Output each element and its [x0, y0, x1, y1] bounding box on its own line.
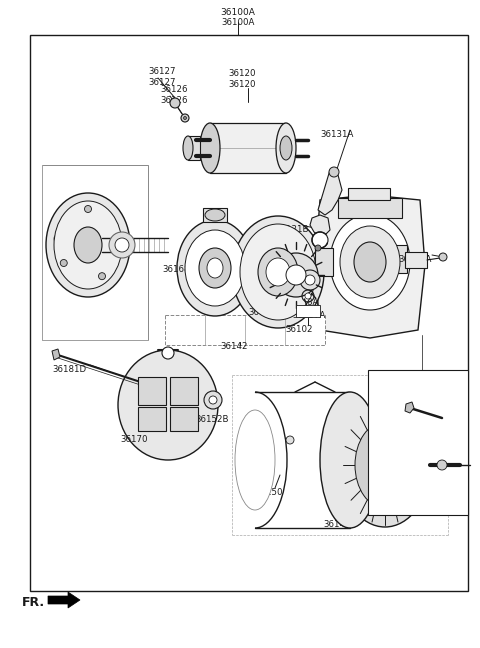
Text: 36145: 36145 — [248, 308, 276, 317]
Bar — [296, 305, 320, 317]
Text: 36117A: 36117A — [398, 255, 432, 264]
Text: 36181D: 36181D — [52, 365, 86, 374]
Ellipse shape — [330, 214, 410, 310]
Ellipse shape — [232, 216, 324, 328]
Circle shape — [209, 396, 217, 404]
Ellipse shape — [340, 226, 400, 298]
Ellipse shape — [258, 248, 298, 296]
Text: 36126: 36126 — [160, 85, 188, 94]
Circle shape — [437, 460, 447, 470]
Circle shape — [274, 253, 318, 297]
Ellipse shape — [340, 403, 430, 527]
Ellipse shape — [185, 230, 245, 306]
Text: FR.: FR. — [22, 597, 45, 610]
Text: 36120: 36120 — [228, 69, 255, 78]
Text: 36150: 36150 — [255, 488, 283, 497]
Ellipse shape — [74, 227, 102, 263]
Circle shape — [286, 436, 294, 444]
Text: 36152B: 36152B — [195, 415, 228, 424]
Circle shape — [84, 205, 92, 213]
Circle shape — [300, 270, 320, 290]
Circle shape — [98, 273, 106, 280]
Ellipse shape — [320, 392, 380, 528]
Text: 36131A: 36131A — [320, 130, 353, 139]
Polygon shape — [210, 123, 286, 173]
Text: 36126: 36126 — [160, 96, 188, 105]
Ellipse shape — [54, 201, 122, 289]
Bar — [170, 407, 198, 431]
Circle shape — [315, 245, 321, 251]
Ellipse shape — [205, 209, 225, 221]
Text: 68910B: 68910B — [52, 235, 85, 244]
Circle shape — [312, 232, 328, 248]
Circle shape — [329, 167, 339, 177]
Ellipse shape — [200, 123, 220, 173]
Ellipse shape — [240, 224, 316, 320]
Bar — [405, 252, 427, 268]
Bar — [165, 315, 325, 345]
Circle shape — [183, 117, 187, 119]
Bar — [203, 208, 227, 222]
Text: 36580: 36580 — [196, 290, 224, 299]
Circle shape — [60, 259, 67, 266]
Text: 36142: 36142 — [220, 342, 248, 351]
Ellipse shape — [235, 410, 275, 510]
Ellipse shape — [207, 258, 223, 278]
Ellipse shape — [183, 136, 193, 160]
Ellipse shape — [276, 123, 296, 173]
Bar — [368, 370, 468, 515]
Polygon shape — [42, 165, 148, 340]
Text: 36100A: 36100A — [221, 8, 255, 17]
Bar — [338, 198, 402, 218]
Text: 36168B: 36168B — [162, 265, 195, 274]
Text: 36131B: 36131B — [275, 225, 309, 234]
Polygon shape — [315, 195, 425, 338]
Circle shape — [109, 232, 135, 258]
Bar — [138, 377, 166, 405]
Polygon shape — [318, 170, 342, 215]
Text: 36127: 36127 — [148, 78, 176, 87]
Circle shape — [115, 238, 129, 252]
Bar — [348, 188, 390, 200]
Circle shape — [305, 275, 315, 285]
Circle shape — [439, 253, 447, 261]
Ellipse shape — [280, 136, 292, 160]
Text: 36170: 36170 — [120, 435, 147, 444]
Bar — [138, 407, 166, 431]
Text: 36137A: 36137A — [292, 311, 325, 320]
Circle shape — [286, 265, 306, 285]
Ellipse shape — [369, 442, 401, 488]
Polygon shape — [48, 592, 80, 608]
Ellipse shape — [355, 422, 415, 508]
Text: 36102: 36102 — [285, 325, 312, 334]
Bar — [315, 248, 333, 276]
Polygon shape — [52, 349, 60, 360]
Text: 36110: 36110 — [358, 230, 385, 239]
Circle shape — [181, 114, 189, 122]
Ellipse shape — [46, 193, 130, 297]
Circle shape — [204, 391, 222, 409]
Text: 36120: 36120 — [228, 80, 255, 89]
Text: 36138A: 36138A — [285, 298, 318, 307]
Ellipse shape — [177, 220, 253, 316]
Bar — [387, 245, 407, 273]
Polygon shape — [405, 402, 414, 413]
Text: 36127: 36127 — [148, 67, 176, 76]
Bar — [188, 136, 200, 160]
Circle shape — [305, 293, 311, 299]
Polygon shape — [310, 215, 330, 238]
Circle shape — [170, 98, 180, 108]
Ellipse shape — [199, 248, 231, 288]
Circle shape — [162, 347, 174, 359]
Bar — [30, 35, 468, 591]
Text: 36100A: 36100A — [221, 18, 255, 27]
Ellipse shape — [354, 242, 386, 282]
Bar — [170, 377, 198, 405]
Text: 36146A: 36146A — [324, 520, 357, 529]
Ellipse shape — [266, 258, 290, 286]
Text: 36211: 36211 — [418, 418, 445, 427]
Ellipse shape — [118, 350, 218, 460]
